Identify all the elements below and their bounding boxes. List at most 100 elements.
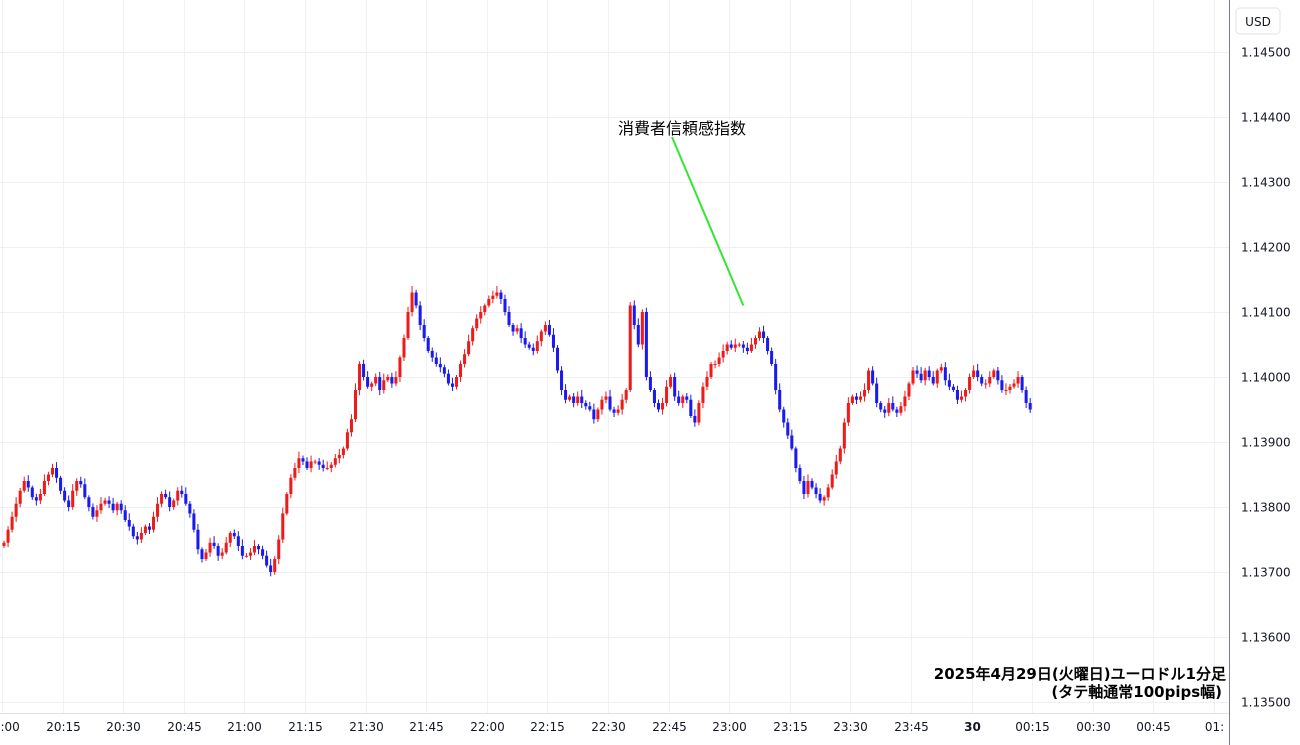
annotation-label: 消費者信頼感指数 bbox=[618, 119, 746, 138]
candle-body bbox=[1024, 390, 1028, 403]
candle-body bbox=[236, 536, 240, 546]
candle bbox=[252, 540, 257, 556]
candle-body bbox=[976, 370, 980, 377]
candle bbox=[337, 449, 341, 464]
y-tick-label: 1.14100 bbox=[1241, 306, 1291, 320]
candle-body bbox=[301, 458, 305, 462]
candle-body bbox=[560, 370, 564, 390]
candle-body bbox=[774, 364, 778, 390]
candle-body bbox=[127, 520, 131, 527]
candle bbox=[475, 314, 479, 331]
candle-body bbox=[669, 377, 673, 387]
candle-body bbox=[30, 487, 34, 498]
candle-body bbox=[135, 536, 139, 540]
candle bbox=[216, 543, 220, 561]
candle-body bbox=[943, 367, 947, 381]
candle bbox=[487, 295, 491, 308]
chart-caption: 2025年4月29日(火曜日)ユーロドル1分足 (タテ軸通常100pips幅) bbox=[934, 665, 1227, 701]
candle bbox=[968, 373, 972, 394]
candle-body bbox=[446, 373, 450, 384]
candle bbox=[374, 373, 378, 387]
candle-body bbox=[749, 344, 753, 351]
candle-body bbox=[257, 546, 261, 550]
candle bbox=[988, 371, 992, 388]
candle-body bbox=[131, 526, 135, 537]
candle-body bbox=[240, 546, 244, 556]
candle-body bbox=[220, 552, 224, 556]
candle-body bbox=[345, 432, 349, 449]
candle bbox=[196, 523, 200, 555]
candle bbox=[1012, 379, 1016, 389]
candle bbox=[592, 403, 596, 424]
candle bbox=[14, 497, 18, 522]
candle-body bbox=[899, 406, 903, 413]
candle-body bbox=[656, 403, 661, 410]
candle bbox=[547, 319, 551, 337]
candle-body bbox=[325, 468, 329, 469]
candle bbox=[584, 400, 588, 410]
candle-body bbox=[786, 422, 790, 436]
y-tick-label: 1.14300 bbox=[1241, 176, 1291, 190]
candle-body bbox=[810, 481, 814, 488]
candle-body bbox=[378, 377, 382, 390]
candle bbox=[774, 358, 778, 395]
candle-body bbox=[83, 484, 87, 498]
caption-line-1: 2025年4月29日(火曜日)ユーロドル1分足 bbox=[934, 665, 1227, 683]
candle-body bbox=[842, 422, 846, 449]
y-tick-label: 1.13800 bbox=[1241, 501, 1291, 515]
candle-body bbox=[333, 458, 337, 465]
candle bbox=[50, 463, 55, 478]
candle-body bbox=[745, 347, 749, 351]
candle-body bbox=[200, 549, 204, 559]
candle-body bbox=[507, 312, 511, 325]
candle bbox=[604, 391, 608, 404]
candle-body bbox=[911, 370, 915, 384]
currency-badge[interactable]: USD bbox=[1235, 7, 1281, 35]
candle-body bbox=[305, 461, 309, 468]
candle-body bbox=[863, 390, 867, 397]
time-axis[interactable]: 20:00 20:15 20:30 20:45 21:00 21:15 21:30 21:45… bbox=[0, 720, 1224, 734]
candle bbox=[75, 478, 79, 496]
candle-body bbox=[838, 448, 842, 462]
x-tick-label: 00:30 bbox=[1076, 720, 1111, 734]
candle-body bbox=[91, 507, 95, 517]
candle bbox=[240, 539, 244, 560]
candle bbox=[410, 285, 414, 317]
candle bbox=[624, 388, 628, 404]
candle bbox=[640, 309, 644, 350]
candle bbox=[903, 390, 907, 412]
candle bbox=[568, 394, 572, 402]
x-tick-label: 23:00 bbox=[712, 720, 747, 734]
candle bbox=[535, 335, 539, 354]
candle bbox=[972, 365, 976, 379]
candle bbox=[931, 371, 935, 386]
candle bbox=[329, 462, 333, 473]
candle-body bbox=[224, 542, 228, 553]
candle bbox=[939, 363, 943, 374]
price-axis[interactable]: 1.13500 1.13600 1.13700 1.13800 1.13900 1.140… bbox=[1241, 46, 1291, 710]
candle-body bbox=[923, 370, 927, 381]
candle-body bbox=[212, 542, 216, 546]
candle-body bbox=[709, 364, 713, 377]
candle bbox=[899, 401, 903, 416]
candle bbox=[693, 409, 697, 427]
candle bbox=[406, 306, 410, 340]
candle-body bbox=[418, 305, 422, 325]
candle bbox=[665, 380, 669, 407]
candle bbox=[454, 375, 459, 390]
candle bbox=[483, 303, 487, 316]
candle bbox=[762, 325, 766, 344]
candle bbox=[850, 394, 854, 405]
candle-body bbox=[309, 461, 313, 468]
candle-body bbox=[846, 403, 850, 423]
candle-body bbox=[228, 533, 232, 543]
candle bbox=[713, 360, 717, 369]
candle bbox=[701, 382, 705, 409]
annotation-pointer-line bbox=[671, 136, 745, 306]
candle-body bbox=[349, 419, 353, 433]
candle-body bbox=[454, 377, 459, 387]
candle-body bbox=[176, 490, 180, 501]
candle-body bbox=[725, 344, 729, 351]
candle bbox=[907, 381, 911, 401]
x-tick-label: 22:15 bbox=[530, 720, 565, 734]
